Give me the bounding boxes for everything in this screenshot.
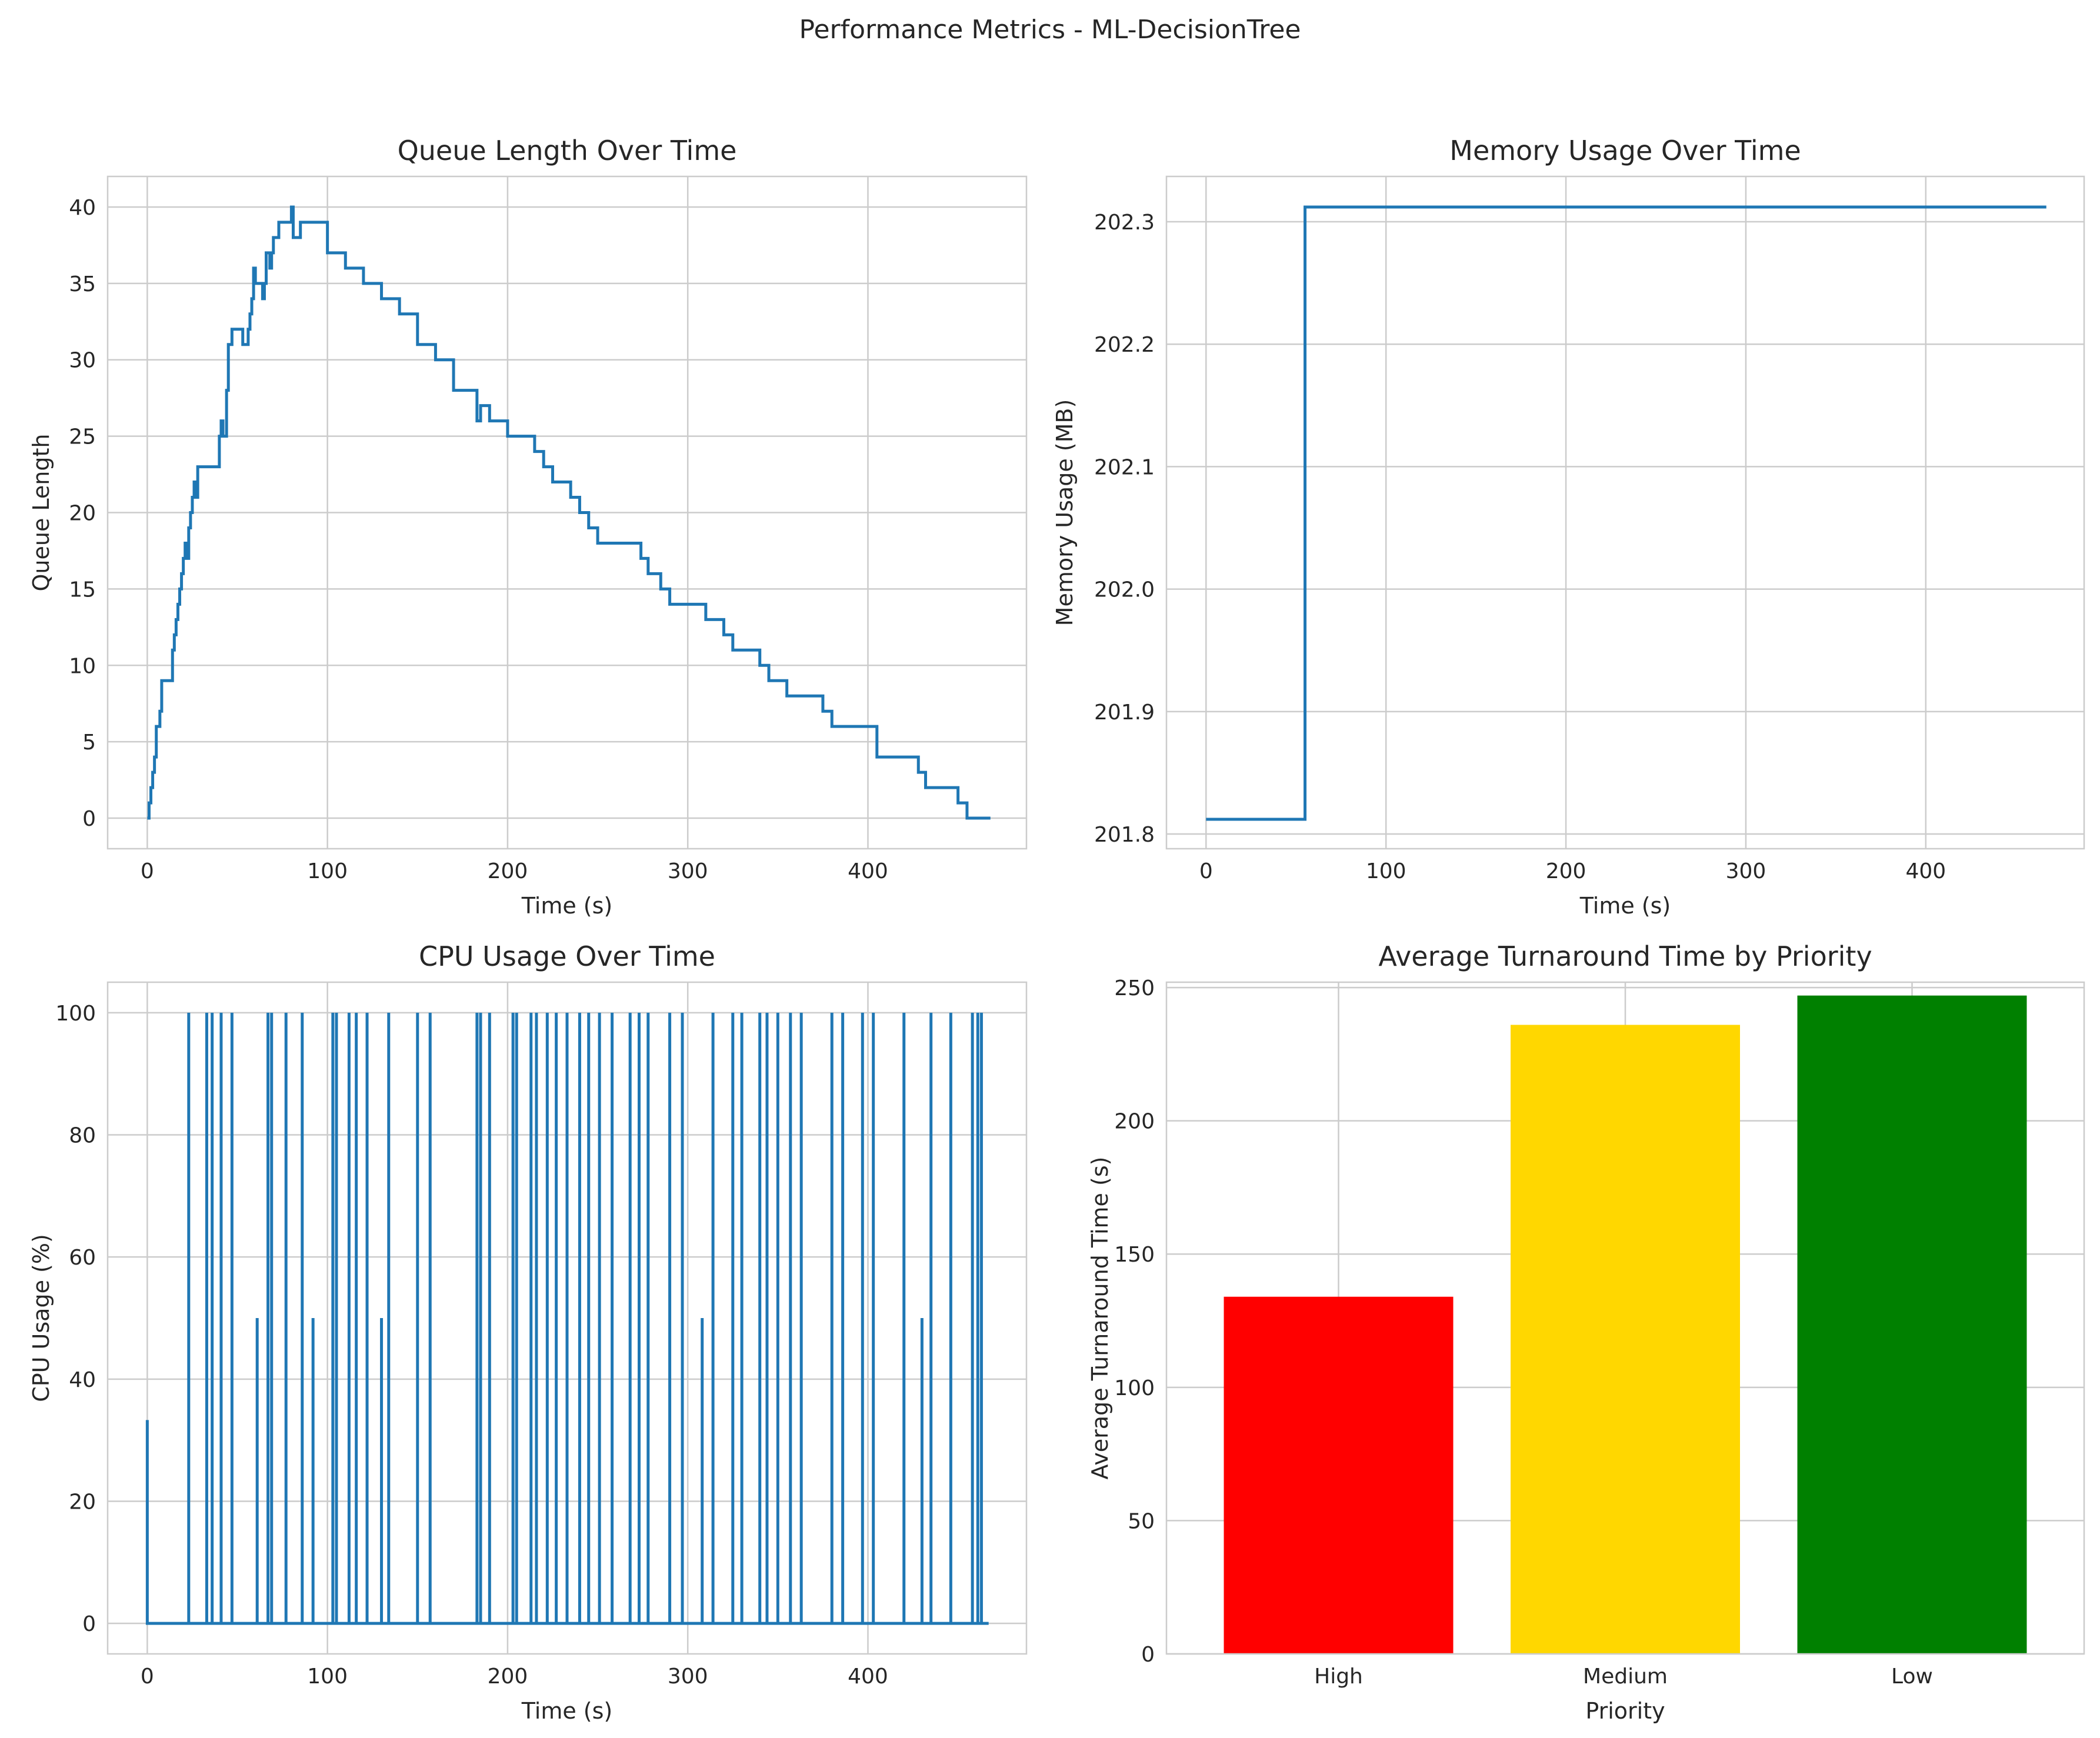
bar-medium — [1511, 1025, 1740, 1654]
turnaround-ytick-label: 250 — [1114, 976, 1155, 1000]
cpu-ytick-label: 40 — [69, 1368, 96, 1392]
cpu-xtick-label: 300 — [668, 1664, 708, 1689]
cpu-series-line — [145, 1012, 989, 1625]
memory-ytick-label: 202.2 — [1094, 333, 1155, 357]
queue-ytick-label: 20 — [69, 502, 96, 526]
cpu-ytick-label: 80 — [69, 1124, 96, 1148]
memory-xtick-label: 200 — [1546, 859, 1586, 883]
bar-high — [1224, 1296, 1454, 1654]
turnaround-ylabel: Average Turnaround Time (s) — [1087, 1157, 1113, 1480]
memory-axes-frame — [1165, 175, 2085, 850]
queue-ytick-label: 0 — [82, 807, 96, 831]
figure-title: Performance Metrics - ML-DecisionTree — [799, 15, 1301, 45]
cpu-ytick-label: 0 — [82, 1612, 96, 1636]
queue-ytick-label: 40 — [69, 196, 96, 220]
queue-xtick-label: 0 — [141, 859, 154, 883]
cpu-ytick-label: 20 — [69, 1490, 96, 1514]
turnaround-xlabel: Priority — [1585, 1698, 1665, 1724]
queue-xtick-label: 400 — [848, 859, 888, 883]
turnaround-panel: Average Turnaround Time by Priority High M… — [1087, 940, 2085, 1724]
turnaround-axes-frame — [1165, 981, 2085, 1655]
cpu-ytick-label: 60 — [69, 1246, 96, 1270]
cpu-usage-panel: CPU Usage Over Time 0 100 200 300 400 0 20 40 60 8… — [28, 940, 1028, 1724]
queue-xlabel: Time (s) — [521, 893, 613, 919]
turnaround-ytick-label: 200 — [1114, 1110, 1155, 1134]
cpu-ytick-label: 100 — [55, 1002, 96, 1026]
queue-ytick-label: 35 — [69, 272, 96, 296]
queue-xtick-label: 200 — [488, 859, 528, 883]
queue-length-panel: Queue Length Over Time 0 100 200 300 400 0 5 10 1… — [28, 135, 1028, 919]
queue-series-line — [147, 205, 991, 820]
turnaround-xtick-label: High — [1314, 1664, 1363, 1689]
cpu-axes-frame — [106, 981, 1028, 1655]
queue-ytick-label: 15 — [69, 578, 96, 602]
turnaround-title: Average Turnaround Time by Priority — [1378, 940, 1872, 972]
cpu-ylabel: CPU Usage (%) — [28, 1234, 54, 1402]
memory-usage-panel: Memory Usage Over Time 0 100 200 300 400 201.8… — [1052, 135, 2085, 919]
cpu-xtick-label: 400 — [848, 1664, 888, 1689]
cpu-xlabel: Time (s) — [521, 1698, 613, 1724]
memory-series-line — [1206, 205, 2046, 821]
queue-title: Queue Length Over Time — [398, 135, 737, 166]
memory-ylabel: Memory Usage (MB) — [1052, 399, 1078, 626]
memory-xtick-label: 300 — [1726, 859, 1766, 883]
queue-axes-frame — [106, 175, 1028, 850]
memory-xtick-label: 400 — [1905, 859, 1946, 883]
turnaround-ytick-label: 150 — [1114, 1243, 1155, 1267]
turnaround-ytick-label: 100 — [1114, 1376, 1155, 1400]
turnaround-ytick-label: 50 — [1128, 1509, 1155, 1533]
turnaround-xtick-label: Medium — [1583, 1664, 1668, 1689]
queue-ylabel: Queue Length — [28, 434, 54, 592]
memory-ytick-label: 202.1 — [1094, 455, 1155, 479]
bar-low — [1797, 995, 2027, 1654]
memory-ytick-label: 202.0 — [1094, 578, 1155, 602]
cpu-xtick-label: 200 — [488, 1664, 528, 1689]
memory-xtick-label: 100 — [1366, 859, 1406, 883]
queue-xtick-label: 300 — [668, 859, 708, 883]
turnaround-xtick-label: Low — [1891, 1664, 1933, 1689]
queue-ytick-label: 5 — [82, 730, 96, 755]
memory-xtick-label: 0 — [1199, 859, 1213, 883]
memory-xlabel: Time (s) — [1579, 893, 1671, 919]
memory-title: Memory Usage Over Time — [1449, 135, 1801, 166]
queue-ytick-label: 25 — [69, 425, 96, 449]
memory-ytick-label: 201.8 — [1094, 823, 1155, 847]
memory-ytick-label: 201.9 — [1094, 700, 1155, 725]
cpu-xtick-label: 0 — [141, 1664, 154, 1689]
turnaround-ytick-label: 0 — [1141, 1643, 1155, 1667]
queue-xtick-label: 100 — [307, 859, 348, 883]
queue-ytick-label: 10 — [69, 654, 96, 678]
cpu-xtick-label: 100 — [307, 1664, 348, 1689]
cpu-title: CPU Usage Over Time — [419, 940, 715, 972]
queue-ytick-label: 30 — [69, 349, 96, 373]
memory-ytick-label: 202.3 — [1094, 211, 1155, 235]
